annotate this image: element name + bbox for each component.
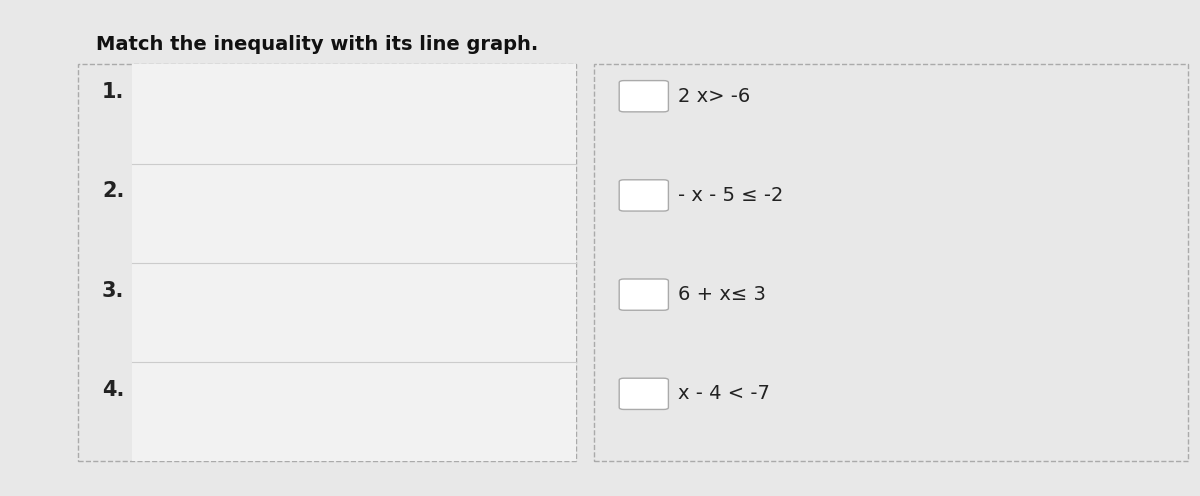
- Text: 1: 1: [470, 116, 480, 131]
- Text: -4: -4: [265, 215, 281, 230]
- Text: -1: -1: [386, 116, 402, 131]
- Text: -5: -5: [226, 314, 240, 329]
- Text: -2: -2: [347, 414, 361, 429]
- Text: -2: -2: [347, 215, 361, 230]
- Text: -4: -4: [265, 314, 281, 329]
- Text: -6: -6: [185, 116, 200, 131]
- Text: -5: -5: [226, 215, 240, 230]
- Text: -1: -1: [386, 215, 402, 230]
- Text: 1: 1: [470, 314, 480, 329]
- Text: 0: 0: [430, 414, 439, 429]
- Text: -3: -3: [306, 314, 322, 329]
- Text: -6: -6: [185, 414, 200, 429]
- Text: Match the inequality with its line graph.: Match the inequality with its line graph…: [96, 35, 539, 54]
- Text: 4.: 4.: [102, 380, 125, 400]
- Text: 2: 2: [511, 215, 521, 230]
- Text: 2: 2: [511, 116, 521, 131]
- Text: 0: 0: [430, 116, 439, 131]
- Text: -6: -6: [185, 215, 200, 230]
- Text: 1: 1: [470, 414, 480, 429]
- Text: -3: -3: [306, 116, 322, 131]
- Text: x - 4 < -7: x - 4 < -7: [678, 384, 770, 403]
- Text: -3: -3: [306, 414, 322, 429]
- Text: -4: -4: [265, 116, 281, 131]
- Text: - x - 5 ≤ -2: - x - 5 ≤ -2: [678, 186, 784, 205]
- Text: -6: -6: [185, 314, 200, 329]
- Text: -1: -1: [386, 314, 402, 329]
- Text: 0: 0: [430, 314, 439, 329]
- Text: -2: -2: [347, 116, 361, 131]
- Text: -5: -5: [226, 116, 240, 131]
- Text: 1: 1: [470, 215, 480, 230]
- Text: 1.: 1.: [102, 82, 125, 102]
- Text: 0: 0: [430, 215, 439, 230]
- Text: -4: -4: [265, 414, 281, 429]
- Text: 6 + x≤ 3: 6 + x≤ 3: [678, 285, 766, 304]
- Text: 2.: 2.: [102, 182, 125, 201]
- Text: 2: 2: [511, 314, 521, 329]
- Text: 2: 2: [511, 414, 521, 429]
- Text: 2 x> -6: 2 x> -6: [678, 87, 750, 106]
- Text: -2: -2: [347, 314, 361, 329]
- Text: 3.: 3.: [102, 281, 125, 301]
- Text: -3: -3: [306, 215, 322, 230]
- Text: -1: -1: [386, 414, 402, 429]
- Text: -5: -5: [226, 414, 240, 429]
